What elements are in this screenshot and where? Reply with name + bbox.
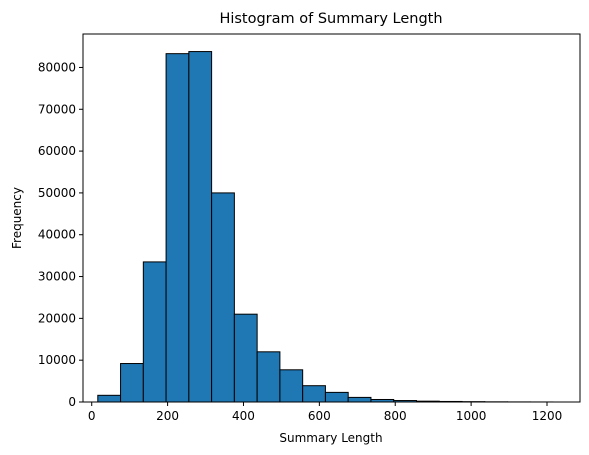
y-tick-label: 10000 — [38, 353, 76, 367]
histogram-bar — [142, 261, 167, 403]
histogram-bar — [211, 192, 235, 403]
y-axis-ticks: 0 10000 20000 30000 40000 50000 60000 70000 8000… — [38, 60, 83, 409]
plot-frame — [82, 33, 581, 403]
x-axis-ticks: 0 200 400 600 800 1000 1200 — [88, 402, 562, 423]
x-tick-label: 1200 — [532, 409, 563, 423]
histogram-bar — [165, 53, 190, 403]
histogram-bar — [120, 363, 144, 403]
x-tick-label: 600 — [308, 409, 331, 423]
histogram-bar — [188, 51, 213, 403]
y-tick-label: 40000 — [38, 228, 76, 242]
x-tick-label: 0 — [88, 409, 96, 423]
y-tick-label: 0 — [68, 395, 76, 409]
x-tick-label: 1000 — [456, 409, 487, 423]
histogram-bar — [97, 394, 122, 403]
y-tick-label: 60000 — [38, 144, 76, 158]
y-tick-label: 80000 — [38, 60, 76, 74]
histogram-bar — [347, 396, 372, 403]
chart-title: Histogram of Summary Length — [219, 11, 442, 27]
x-tick-label: 800 — [384, 409, 407, 423]
y-tick-label: 20000 — [38, 311, 76, 325]
x-tick-label: 200 — [156, 409, 179, 423]
y-axis-label: Frequency — [10, 187, 24, 249]
y-tick-label: 30000 — [38, 270, 76, 284]
x-tick-label: 400 — [232, 409, 255, 423]
y-tick-label: 70000 — [38, 102, 76, 116]
histogram-bar — [256, 351, 281, 403]
x-axis-label: Summary Length — [279, 431, 382, 445]
histogram-bar — [302, 385, 326, 403]
histogram-bar — [233, 313, 258, 403]
histogram-bar — [279, 369, 304, 403]
y-tick-label: 50000 — [38, 186, 76, 200]
bars-group — [97, 51, 554, 403]
histogram-bar — [324, 391, 349, 403]
